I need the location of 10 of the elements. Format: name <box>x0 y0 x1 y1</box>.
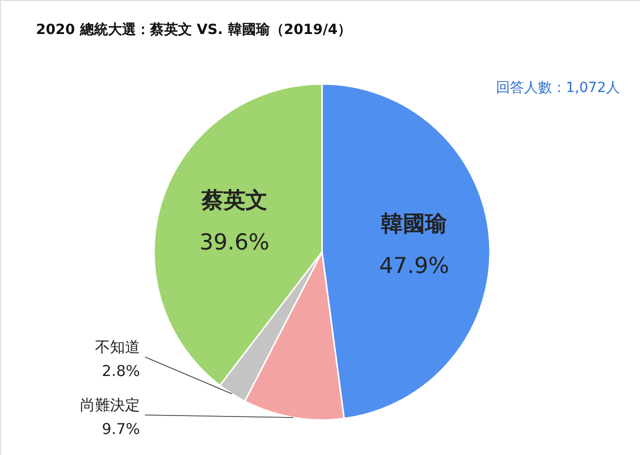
slice-label: 韓國瑜 <box>381 212 448 237</box>
data-label: 2.8% <box>102 362 140 380</box>
slice-label: 不知道 <box>95 338 140 356</box>
data-label: 39.6% <box>200 230 270 256</box>
slice-label: 蔡英文 <box>200 187 268 214</box>
data-label: 47.9% <box>379 254 450 279</box>
slice-label: 尚難決定 <box>80 396 140 414</box>
chart-title: 2020 總統大選：蔡英文 VS. 韓國瑜（2019/4） <box>36 21 352 38</box>
data-label: 9.7% <box>102 420 140 438</box>
text: 回答人數：1,072人 <box>496 80 620 96</box>
